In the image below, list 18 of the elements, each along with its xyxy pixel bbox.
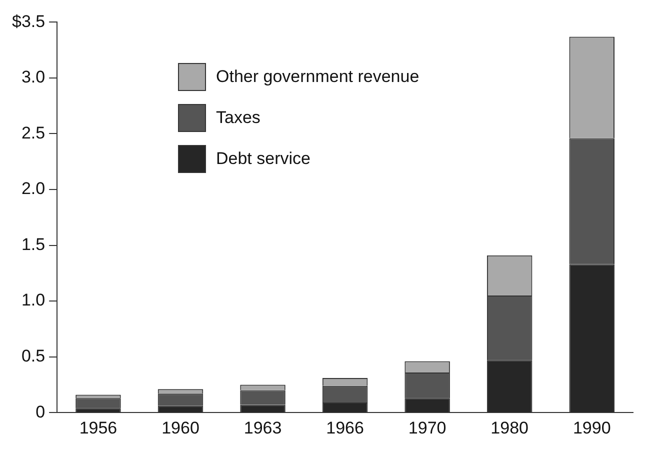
x-tick-label: 1960 (162, 418, 200, 438)
x-tick-label: 1990 (572, 418, 611, 438)
x-tick-label: 1980 (490, 418, 529, 438)
x-tick-label: 1966 (326, 418, 364, 438)
y-tick-label: 1.5 (21, 234, 46, 254)
y-tick-label: 3.0 (21, 68, 46, 87)
x-tick-label: 1956 (79, 418, 118, 438)
y-tick-label: 0 (36, 402, 46, 422)
y-tick-label: 2.5 (21, 123, 46, 142)
y-tick-label: 0.5 (21, 346, 46, 366)
y-tick-label: 1.0 (21, 290, 46, 310)
legend-label: Other government revenue (216, 67, 420, 87)
y-tick-label: 2.0 (21, 179, 46, 198)
x-tick-label: 1970 (408, 418, 446, 438)
legend-label: Taxes (216, 108, 260, 128)
legend-label: Debt service (216, 149, 310, 169)
x-tick-label: 1963 (244, 418, 282, 438)
y-tick-label: $3.5 (12, 12, 46, 31)
